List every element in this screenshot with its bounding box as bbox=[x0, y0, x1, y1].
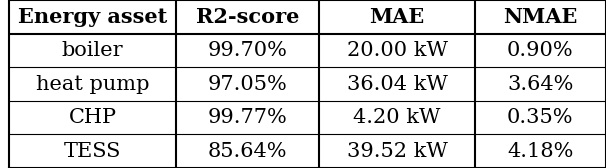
Text: 4.18%: 4.18% bbox=[507, 142, 573, 161]
Text: 0.90%: 0.90% bbox=[507, 41, 574, 60]
Text: 20.00 kW: 20.00 kW bbox=[347, 41, 447, 60]
Text: MAE: MAE bbox=[370, 7, 425, 27]
Text: NMAE: NMAE bbox=[503, 7, 578, 27]
Text: boiler: boiler bbox=[62, 41, 123, 60]
Text: 0.35%: 0.35% bbox=[507, 108, 573, 127]
Text: 39.52 kW: 39.52 kW bbox=[347, 142, 447, 161]
Text: Energy asset: Energy asset bbox=[18, 7, 167, 27]
Text: 3.64%: 3.64% bbox=[507, 74, 573, 94]
Text: R2-score: R2-score bbox=[196, 7, 299, 27]
Text: TESS: TESS bbox=[64, 142, 121, 161]
Text: heat pump: heat pump bbox=[36, 74, 149, 94]
Text: 99.70%: 99.70% bbox=[208, 41, 288, 60]
Text: 97.05%: 97.05% bbox=[208, 74, 288, 94]
Text: 4.20 kW: 4.20 kW bbox=[353, 108, 441, 127]
Text: CHP: CHP bbox=[68, 108, 116, 127]
Text: 85.64%: 85.64% bbox=[208, 142, 287, 161]
Text: 99.77%: 99.77% bbox=[208, 108, 288, 127]
Text: 36.04 kW: 36.04 kW bbox=[347, 74, 447, 94]
